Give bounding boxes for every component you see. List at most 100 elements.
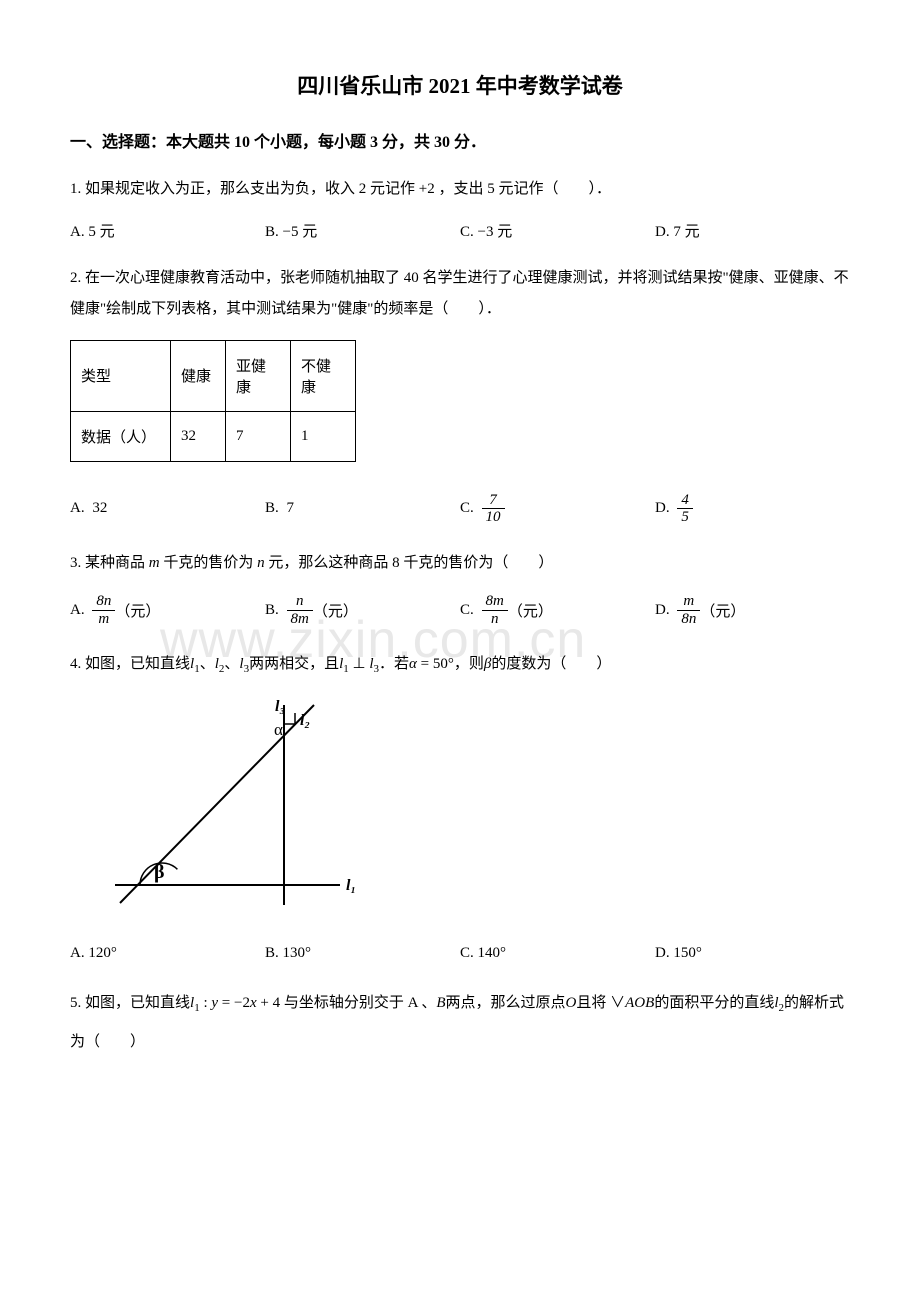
q4-text: ．若 <box>379 656 409 672</box>
fraction: 8n m <box>92 593 115 627</box>
q3-options: A. 8n m （元） B. n 8m （元） C. 8m n （元） D. <box>70 593 850 627</box>
question-2: 2. 在一次心理健康教育活动中，张老师随机抽取了 40 名学生进行了心理健康测试… <box>70 263 850 326</box>
q3-opt-d: D. m 8n （元） <box>655 593 850 627</box>
question-3: 3. 某种商品 m 千克的售价为 n 元，那么这种商品 8 千克的售价为（ ） <box>70 548 850 580</box>
svg-text:β: β <box>154 861 165 883</box>
opt-value: 7 <box>287 500 295 517</box>
question-4: 4. 如图，已知直线l1、l2、l3两两相交，且l1 ⊥ l3．若α = 50°… <box>70 649 850 681</box>
q3-opt-c: C. 8m n （元） <box>460 593 655 627</box>
opt-label: B. <box>265 500 279 517</box>
q3-text: 3. 某种商品 <box>70 555 145 571</box>
fraction: m 8n <box>677 593 700 627</box>
denominator: 10 <box>482 509 505 526</box>
question-1: 1. 如果规定收入为正，那么支出为负，收入 2 元记作 +2 ，支出 5 元记作… <box>70 174 850 206</box>
opt-label: C. <box>460 500 474 517</box>
page-content: 四川省乐山市 2021 年中考数学试卷 一、选择题：本大题共 10 个小题，每小… <box>70 70 850 1062</box>
table-cell: 32 <box>171 411 226 461</box>
table-cell: 1 <box>291 411 356 461</box>
q4-text: ⊥ <box>349 656 370 672</box>
q4-opt-d: D. 150° <box>655 945 850 962</box>
table-row: 数据（人） 32 7 1 <box>71 411 356 461</box>
fraction: 8m n <box>482 593 508 627</box>
numerator: n <box>287 593 313 611</box>
numerator: 7 <box>482 492 505 510</box>
var: B <box>436 995 445 1011</box>
q5-text: + 4 与坐标轴分别交于 A 、 <box>257 995 437 1011</box>
q4-opt-c: C. 140° <box>460 945 655 962</box>
q2-opt-b: B. 7 <box>265 500 460 517</box>
var-m: m <box>149 555 160 571</box>
svg-text:l₁: l₁ <box>346 877 356 894</box>
q3-text: 千克的售价为 <box>163 555 253 571</box>
q5-text: 的面积平分的直线 <box>654 995 774 1011</box>
numerator: 4 <box>677 492 693 510</box>
q2-table: 类型 健康 亚健康 不健康 数据（人） 32 7 1 <box>70 340 356 462</box>
q2-options: A. 32 B. 7 C. 7 10 D. 4 5 <box>70 492 850 526</box>
q1-opt-d: D. 7 元 <box>655 220 850 241</box>
q5-text: 两点，那么过原点 <box>446 995 566 1011</box>
q4-opt-b: B. 130° <box>265 945 460 962</box>
var: O <box>566 995 577 1011</box>
q4-options: A. 120° B. 130° C. 140° D. 150° <box>70 945 850 962</box>
q5-text: = −2 <box>218 995 250 1011</box>
var-n: n <box>257 555 265 571</box>
table-cell: 健康 <box>171 340 226 411</box>
table-cell: 7 <box>226 411 291 461</box>
q4-diagram-svg: α β l₁ l₂ l₃ <box>100 695 360 920</box>
suffix: （元） <box>115 600 160 621</box>
suffix: （元） <box>700 600 745 621</box>
q4-text: 的度数为（ ） <box>491 656 611 672</box>
var: AOB <box>625 995 654 1011</box>
question-5: 5. 如图，已知直线l1 : y = −2x + 4 与坐标轴分别交于 A 、B… <box>70 984 850 1062</box>
q1-opt-b: B. −5 元 <box>265 220 460 241</box>
opt-label: D. <box>655 602 670 619</box>
q4-text: 4. 如图，已知直线 <box>70 656 190 672</box>
q2-opt-a: A. 32 <box>70 500 265 517</box>
denominator: m <box>92 611 115 628</box>
suffix: （元） <box>508 600 553 621</box>
q2-opt-d: D. 4 5 <box>655 492 850 526</box>
numerator: m <box>677 593 700 611</box>
opt-label: A. <box>70 602 85 619</box>
numerator: 8n <box>92 593 115 611</box>
q4-diagram: α β l₁ l₂ l₃ <box>100 695 850 925</box>
opt-label: C. <box>460 602 474 619</box>
fraction: 7 10 <box>482 492 505 526</box>
q3-text: 元，那么这种商品 8 千克的售价为（ ） <box>268 555 553 571</box>
q4-text: 两两相交，且 <box>249 656 339 672</box>
table-cell: 类型 <box>71 340 171 411</box>
opt-label: D. <box>655 500 670 517</box>
q4-text: 、 <box>200 656 215 672</box>
q4-opt-a: A. 120° <box>70 945 265 962</box>
denominator: 8m <box>287 611 313 628</box>
table-cell: 亚健康 <box>226 340 291 411</box>
denominator: n <box>482 611 508 628</box>
q1-options: A. 5 元 B. −5 元 C. −3 元 D. 7 元 <box>70 220 850 241</box>
table-cell: 数据（人） <box>71 411 171 461</box>
q1-opt-c: C. −3 元 <box>460 220 655 241</box>
suffix: （元） <box>313 600 358 621</box>
q2-opt-c: C. 7 10 <box>460 492 655 526</box>
numerator: 8m <box>482 593 508 611</box>
table-row: 类型 健康 亚健康 不健康 <box>71 340 356 411</box>
opt-label: A. <box>70 500 85 517</box>
opt-value: 32 <box>92 500 107 517</box>
q4-text: = 50°，则 <box>417 656 484 672</box>
svg-text:l₃: l₃ <box>275 698 285 715</box>
section-header: 一、选择题：本大题共 10 个小题，每小题 3 分，共 30 分． <box>70 128 850 152</box>
fraction: 4 5 <box>677 492 693 526</box>
fraction: n 8m <box>287 593 313 627</box>
q3-opt-b: B. n 8m （元） <box>265 593 460 627</box>
denominator: 8n <box>677 611 700 628</box>
q4-text: 、 <box>224 656 239 672</box>
q3-opt-a: A. 8n m （元） <box>70 593 265 627</box>
denominator: 5 <box>677 509 693 526</box>
q5-text: 且将 ∨ <box>576 995 625 1011</box>
exam-title: 四川省乐山市 2021 年中考数学试卷 <box>70 70 850 100</box>
svg-text:α: α <box>274 720 283 739</box>
q5-text: 5. 如图，已知直线 <box>70 995 190 1011</box>
svg-text:l₂: l₂ <box>300 712 310 729</box>
q1-opt-a: A. 5 元 <box>70 220 265 241</box>
q5-text: : <box>200 995 212 1011</box>
var-alpha: α <box>409 656 417 672</box>
